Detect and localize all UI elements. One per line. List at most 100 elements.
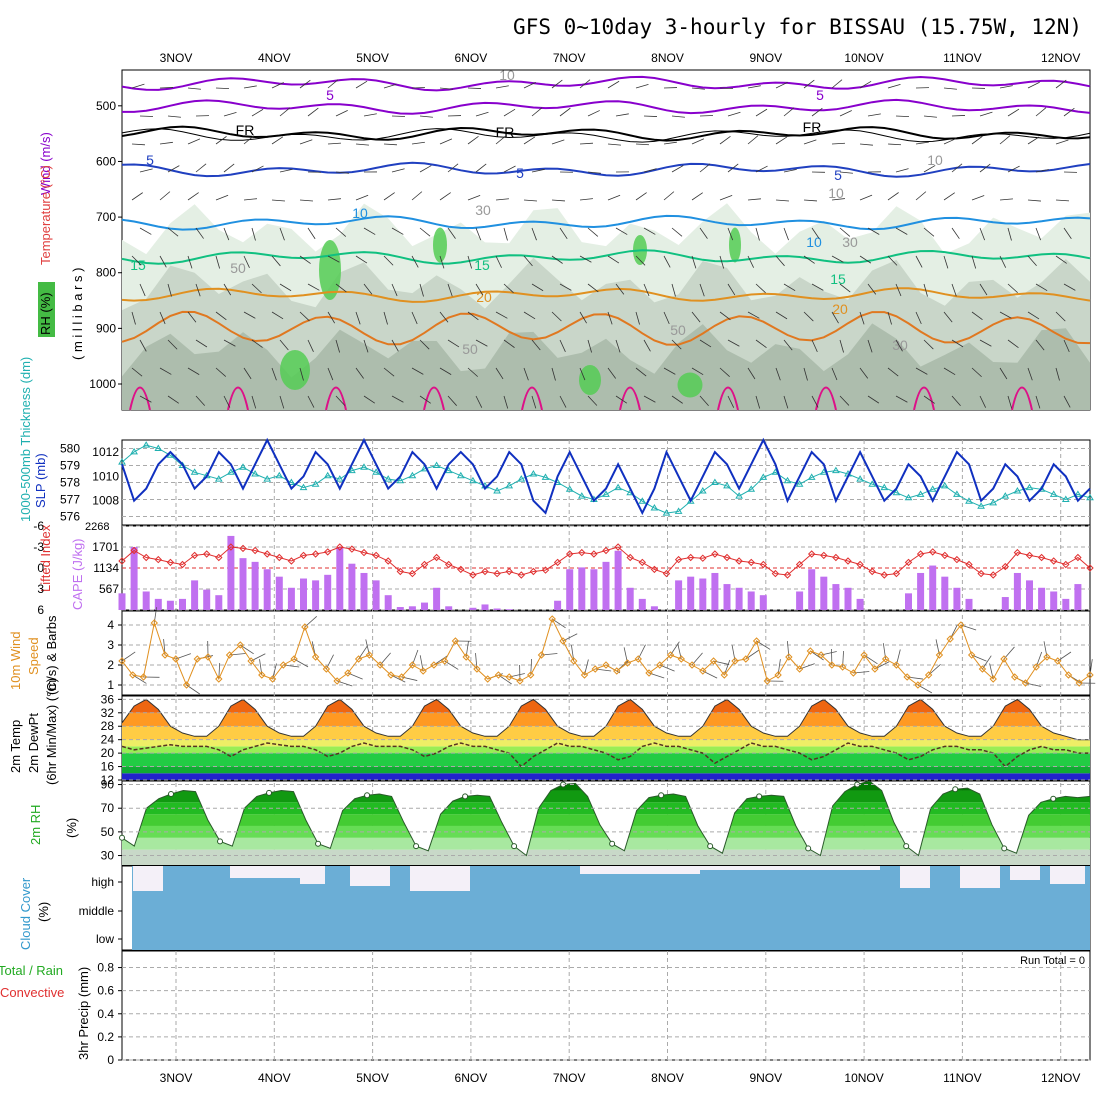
- wind-barb: [923, 339, 934, 350]
- slp-axis-label: SLP (mb): [33, 453, 48, 508]
- wind-barb: [243, 135, 255, 145]
- temp-band: [122, 773, 1090, 780]
- wind-barb: [867, 113, 881, 117]
- contour-label: FR: [236, 122, 255, 138]
- wind10-axis-label-3: (m/s) & Barbs: [44, 615, 59, 695]
- wind10-marker: [559, 637, 567, 645]
- wind10-marker: [139, 673, 148, 681]
- cape-bar: [578, 567, 586, 610]
- slp-line: [121, 437, 1091, 516]
- wind-barb: [363, 395, 376, 404]
- wind-barb: [803, 367, 808, 381]
- wind-barb: [523, 136, 536, 145]
- li-marker: [541, 566, 550, 574]
- wind-barb: [159, 311, 166, 325]
- li-marker: [348, 545, 356, 553]
- rh-marker: [707, 843, 714, 850]
- cape-bar: [723, 584, 731, 610]
- wind-barb: [663, 367, 676, 375]
- thickness-marker: [408, 471, 417, 479]
- wind-barb: [943, 255, 949, 269]
- wind-barb: [363, 283, 373, 295]
- wind-barb: [1055, 139, 1069, 145]
- cape-bar: [1026, 580, 1033, 610]
- date-tick-bottom: 3NOV: [160, 1071, 193, 1085]
- wind10-marker: [516, 677, 524, 685]
- wind-barb: [579, 367, 586, 381]
- wind-barb: [251, 108, 264, 117]
- li-marker: [844, 557, 852, 565]
- wind-barb: [159, 141, 173, 145]
- wind10-marker: [849, 669, 858, 677]
- rh-marker: [658, 792, 665, 799]
- cape-bar: [445, 606, 453, 610]
- wind-barb: [1027, 311, 1040, 320]
- li-marker: [856, 560, 864, 569]
- wind-barb: [419, 339, 430, 350]
- slp-ylabels: 1000-500mb Thickness (dm) SLP (mb) 2268: [18, 357, 109, 533]
- thickness-marker: [263, 475, 272, 482]
- li-marker: [723, 553, 731, 562]
- wind10-barb: [1003, 646, 1015, 660]
- wind10-marker: [817, 651, 825, 659]
- surface-isoline: [1011, 386, 1033, 411]
- wind-barb: [1063, 395, 1071, 408]
- cloud-high-gap: [1010, 866, 1040, 880]
- contour-label: 10: [806, 234, 822, 250]
- wind10-marker: [666, 651, 675, 659]
- wind-barb: [643, 168, 657, 173]
- thickness-marker: [856, 475, 864, 482]
- wind-barb: [755, 395, 761, 409]
- cape-bar: [408, 606, 416, 610]
- wind-barb: [187, 192, 199, 201]
- li-marker: [323, 548, 332, 556]
- cloud-high-gap: [230, 866, 310, 878]
- slp-tick-label: 1008: [92, 494, 119, 508]
- wind-barb: [439, 311, 449, 323]
- wind-barb: [383, 311, 388, 325]
- wind10-marker: [763, 677, 772, 685]
- rh-line: [121, 780, 1091, 857]
- wind-barb: [803, 199, 817, 202]
- wind-barb: [811, 283, 824, 291]
- li-marker: [807, 550, 816, 558]
- wind-barb: [167, 115, 181, 118]
- cloud-high-gap: [410, 866, 470, 891]
- wind10-line: [121, 617, 1091, 687]
- cape-max-label: 2268: [85, 521, 109, 533]
- thickness-marker: [711, 478, 719, 485]
- cape-bar: [941, 576, 949, 610]
- wind10-marker: [537, 651, 546, 659]
- wind-barb: [775, 81, 788, 89]
- wind-barb: [999, 135, 1011, 145]
- temp2m-tick-label: 24: [101, 733, 115, 747]
- cloud-unit-label: (%): [36, 902, 51, 922]
- wind-barb: [411, 367, 424, 375]
- wind10-marker: [247, 657, 255, 665]
- cape-bar: [832, 584, 840, 610]
- cloud-level-label: middle: [79, 904, 115, 918]
- wind-barb: [327, 198, 341, 201]
- wind-barb: [887, 192, 899, 201]
- cloud-high-gap: [900, 866, 930, 888]
- cloud-axis-label: Cloud Cover: [18, 877, 33, 950]
- precip-convective-label: Convective: [0, 985, 64, 1000]
- li-marker: [638, 558, 647, 567]
- wind10-marker: [881, 655, 890, 663]
- wind-barb: [887, 84, 901, 89]
- li-marker: [311, 550, 320, 558]
- li-marker: [517, 571, 526, 579]
- date-tick-bottom: 5NOV: [356, 1071, 389, 1085]
- cape-bar: [675, 580, 683, 610]
- rh-band: [122, 814, 1090, 826]
- wind-barb: [187, 87, 201, 90]
- cape-bar: [505, 609, 513, 610]
- wind-barb: [223, 163, 235, 173]
- wind-barb: [607, 80, 620, 89]
- wind-barb: [727, 111, 741, 117]
- wind-barb: [839, 283, 851, 293]
- wind-barb: [587, 339, 592, 353]
- thickness-marker: [396, 476, 405, 484]
- wind-barb: [867, 339, 873, 353]
- contour-label: 10: [828, 185, 844, 201]
